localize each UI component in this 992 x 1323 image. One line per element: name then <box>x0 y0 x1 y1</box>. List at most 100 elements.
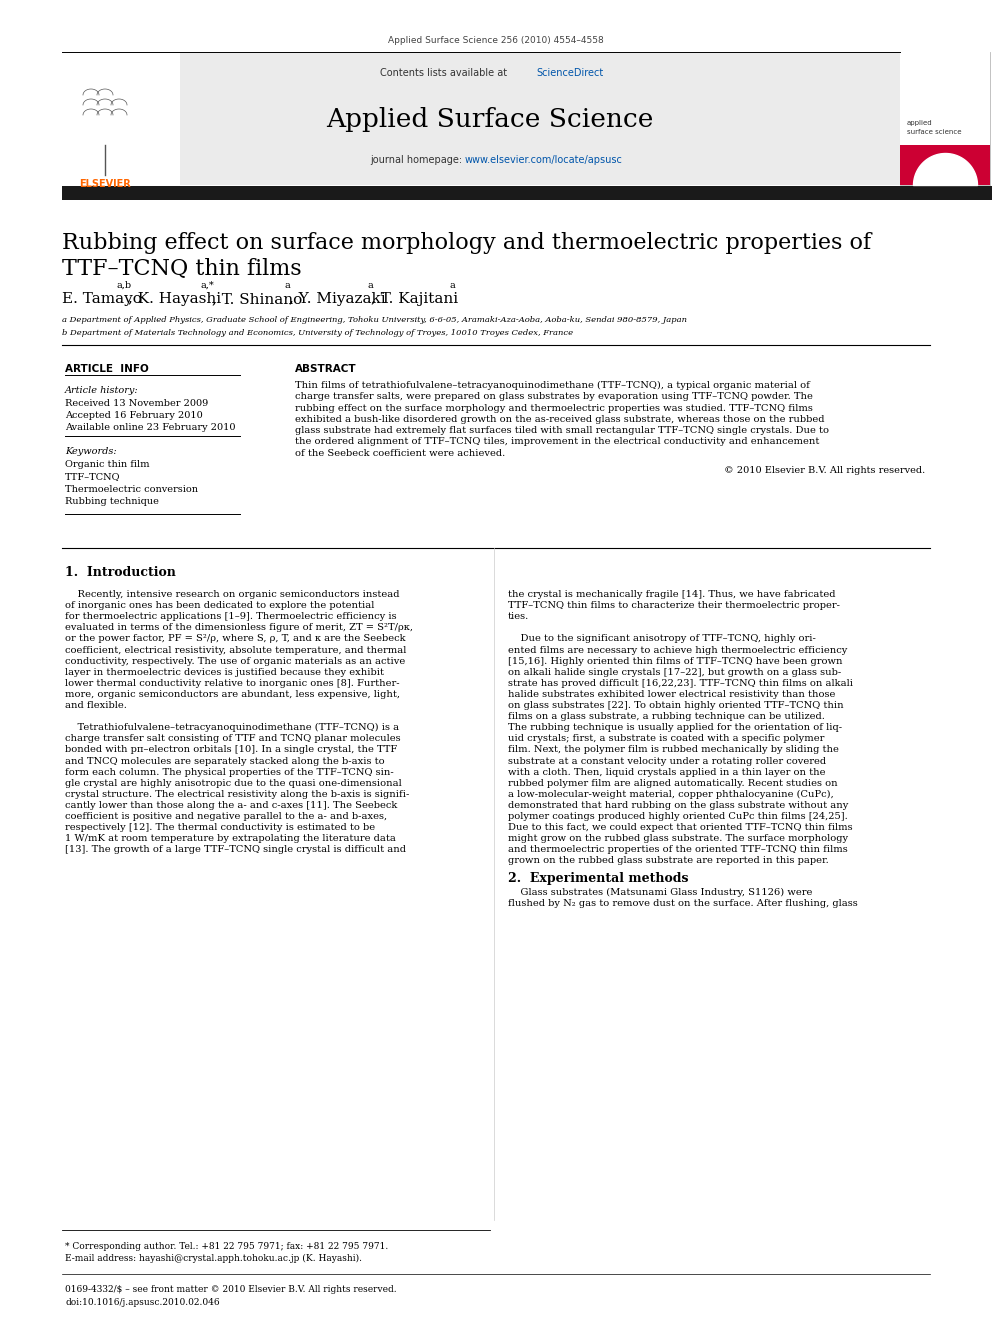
Text: the crystal is mechanically fragile [14]. Thus, we have fabricated: the crystal is mechanically fragile [14]… <box>508 590 835 599</box>
Text: charge transfer salt consisting of TTF and TCNQ planar molecules: charge transfer salt consisting of TTF a… <box>65 734 401 744</box>
Text: Tetrathiofulvalene–tetracyanoquinodimethane (TTF–TCNQ) is a: Tetrathiofulvalene–tetracyanoquinodimeth… <box>65 724 399 733</box>
Text: coefficient is positive and negative parallel to the a- and b-axes,: coefficient is positive and negative par… <box>65 812 387 822</box>
Text: Recently, intensive research on organic semiconductors instead: Recently, intensive research on organic … <box>65 590 400 599</box>
Text: , T. Shinano: , T. Shinano <box>212 292 303 306</box>
Text: films on a glass substrate, a rubbing technique can be utilized.: films on a glass substrate, a rubbing te… <box>508 712 825 721</box>
Text: rubbed polymer film are aligned automatically. Recent studies on: rubbed polymer film are aligned automati… <box>508 779 837 787</box>
Text: doi:10.1016/j.apsusc.2010.02.046: doi:10.1016/j.apsusc.2010.02.046 <box>65 1298 219 1307</box>
Text: Keywords:: Keywords: <box>65 447 117 456</box>
Text: TTF–TCNQ thin films to characterize their thermoelectric proper-: TTF–TCNQ thin films to characterize thei… <box>508 601 840 610</box>
Text: layer in thermoelectric devices is justified because they exhibit: layer in thermoelectric devices is justi… <box>65 668 384 676</box>
Text: and flexible.: and flexible. <box>65 701 127 710</box>
Text: Applied Surface Science: Applied Surface Science <box>326 107 654 132</box>
Text: TTF–TCNQ: TTF–TCNQ <box>65 472 120 482</box>
Text: more, organic semiconductors are abundant, less expensive, light,: more, organic semiconductors are abundan… <box>65 689 400 699</box>
Text: journal homepage:: journal homepage: <box>370 155 465 165</box>
Text: , Y. Miyazaki: , Y. Miyazaki <box>289 292 385 306</box>
Text: the ordered alignment of TTF–TCNQ tiles, improvement in the electrical conductiv: the ordered alignment of TTF–TCNQ tiles,… <box>295 438 819 446</box>
Text: 2.  Experimental methods: 2. Experimental methods <box>508 872 688 885</box>
Bar <box>900 146 990 185</box>
Text: halide substrates exhibited lower electrical resistivity than those: halide substrates exhibited lower electr… <box>508 689 835 699</box>
Text: a low-molecular-weight material, copper phthalocyanine (CuPc),: a low-molecular-weight material, copper … <box>508 790 833 799</box>
Text: gle crystal are highly anisotropic due to the quasi one-dimensional: gle crystal are highly anisotropic due t… <box>65 779 402 787</box>
Text: The rubbing technique is usually applied for the orientation of liq-: The rubbing technique is usually applied… <box>508 724 842 732</box>
Bar <box>62 187 992 200</box>
Text: a: a <box>285 280 291 290</box>
Text: © 2010 Elsevier B.V. All rights reserved.: © 2010 Elsevier B.V. All rights reserved… <box>724 466 925 475</box>
Text: TTF–TCNQ thin films: TTF–TCNQ thin films <box>62 258 302 280</box>
Text: ties.: ties. <box>508 613 530 622</box>
Text: Rubbing effect on surface morphology and thermoelectric properties of: Rubbing effect on surface morphology and… <box>62 232 871 254</box>
Text: 1.  Introduction: 1. Introduction <box>65 566 176 579</box>
Text: a,b: a,b <box>116 280 132 290</box>
Text: E. Tamayo: E. Tamayo <box>62 292 142 306</box>
Text: Thermoelectric conversion: Thermoelectric conversion <box>65 486 198 493</box>
Text: bonded with pπ–electron orbitals [10]. In a single crystal, the TTF: bonded with pπ–electron orbitals [10]. I… <box>65 745 397 754</box>
Text: Applied Surface Science 256 (2010) 4554–4558: Applied Surface Science 256 (2010) 4554–… <box>388 36 604 45</box>
Text: demonstrated that hard rubbing on the glass substrate without any: demonstrated that hard rubbing on the gl… <box>508 800 848 810</box>
Text: www.elsevier.com/locate/apsusc: www.elsevier.com/locate/apsusc <box>465 155 623 165</box>
Text: surface science: surface science <box>907 130 961 135</box>
Text: of the Seebeck coefficient were achieved.: of the Seebeck coefficient were achieved… <box>295 448 505 458</box>
Text: Due to the significant anisotropy of TTF–TCNQ, highly ori-: Due to the significant anisotropy of TTF… <box>508 635 815 643</box>
Text: ented films are necessary to achieve high thermoelectric efficiency: ented films are necessary to achieve hig… <box>508 646 847 655</box>
Text: glass substrate had extremely flat surfaces tiled with small rectangular TTF–TCN: glass substrate had extremely flat surfa… <box>295 426 829 435</box>
Text: coefficient, electrical resistivity, absolute temperature, and thermal: coefficient, electrical resistivity, abs… <box>65 646 407 655</box>
Text: ELSEVIER: ELSEVIER <box>79 179 131 189</box>
Text: a,*: a,* <box>200 280 214 290</box>
Text: film. Next, the polymer film is rubbed mechanically by sliding the: film. Next, the polymer film is rubbed m… <box>508 745 839 754</box>
Text: grown on the rubbed glass substrate are reported in this paper.: grown on the rubbed glass substrate are … <box>508 856 828 865</box>
Text: [15,16]. Highly oriented thin films of TTF–TCNQ have been grown: [15,16]. Highly oriented thin films of T… <box>508 656 842 665</box>
Text: substrate at a constant velocity under a rotating roller covered: substrate at a constant velocity under a… <box>508 757 826 766</box>
Text: Received 13 November 2009: Received 13 November 2009 <box>65 400 208 407</box>
Text: on glass substrates [22]. To obtain highly oriented TTF–TCNQ thin: on glass substrates [22]. To obtain high… <box>508 701 843 710</box>
Text: uid crystals; first, a substrate is coated with a specific polymer: uid crystals; first, a substrate is coat… <box>508 734 824 744</box>
Text: on alkali halide single crystals [17–22], but growth on a glass sub-: on alkali halide single crystals [17–22]… <box>508 668 841 676</box>
Text: Thin films of tetrathiofulvalene–tetracyanoquinodimethane (TTF–TCNQ), a typical : Thin films of tetrathiofulvalene–tetracy… <box>295 381 809 390</box>
Text: * Corresponding author. Tel.: +81 22 795 7971; fax: +81 22 795 7971.: * Corresponding author. Tel.: +81 22 795… <box>65 1242 388 1252</box>
Bar <box>62 52 900 185</box>
Text: ARTICLE  INFO: ARTICLE INFO <box>65 364 149 374</box>
Text: ABSTRACT: ABSTRACT <box>295 364 357 374</box>
Text: exhibited a bush-like disordered growth on the as-received glass substrate, wher: exhibited a bush-like disordered growth … <box>295 415 824 423</box>
Text: or the power factor, PF = S²/ρ, where S, ρ, T, and κ are the Seebeck: or the power factor, PF = S²/ρ, where S,… <box>65 635 406 643</box>
Text: flushed by N₂ gas to remove dust on the surface. After flushing, glass: flushed by N₂ gas to remove dust on the … <box>508 898 858 908</box>
Text: might grow on the rubbed glass substrate. The surface morphology: might grow on the rubbed glass substrate… <box>508 835 848 843</box>
Text: Glass substrates (Matsunami Glass Industry, S1126) were: Glass substrates (Matsunami Glass Indust… <box>508 888 812 897</box>
Text: [13]. The growth of a large TTF–TCNQ single crystal is difficult and: [13]. The growth of a large TTF–TCNQ sin… <box>65 845 406 855</box>
Bar <box>900 52 990 185</box>
Text: 1 W/mK at room temperature by extrapolating the literature data: 1 W/mK at room temperature by extrapolat… <box>65 835 396 843</box>
Text: a: a <box>449 280 455 290</box>
Text: Contents lists available at: Contents lists available at <box>380 67 510 78</box>
Text: a Department of Applied Physics, Graduate School of Engineering, Tohoku Universi: a Department of Applied Physics, Graduat… <box>62 316 687 324</box>
Text: crystal structure. The electrical resistivity along the b-axis is signifi-: crystal structure. The electrical resist… <box>65 790 410 799</box>
Text: 0169-4332/$ – see front matter © 2010 Elsevier B.V. All rights reserved.: 0169-4332/$ – see front matter © 2010 El… <box>65 1285 397 1294</box>
Text: b Department of Materials Technology and Economics, University of Technology of : b Department of Materials Technology and… <box>62 329 573 337</box>
Text: polymer coatings produced highly oriented CuPc thin films [24,25].: polymer coatings produced highly oriente… <box>508 812 848 822</box>
Text: Rubbing technique: Rubbing technique <box>65 497 159 507</box>
Text: rubbing effect on the surface morphology and thermoelectric properties was studi: rubbing effect on the surface morphology… <box>295 404 812 413</box>
Text: respectively [12]. The thermal conductivity is estimated to be: respectively [12]. The thermal conductiv… <box>65 823 375 832</box>
Text: Article history:: Article history: <box>65 386 139 396</box>
Text: and thermoelectric properties of the oriented TTF–TCNQ thin films: and thermoelectric properties of the ori… <box>508 845 848 855</box>
Text: ScienceDirect: ScienceDirect <box>536 67 603 78</box>
Text: Available online 23 February 2010: Available online 23 February 2010 <box>65 423 235 433</box>
Text: cantly lower than those along the a- and c-axes [11]. The Seebeck: cantly lower than those along the a- and… <box>65 800 398 810</box>
Text: with a cloth. Then, liquid crystals applied in a thin layer on the: with a cloth. Then, liquid crystals appl… <box>508 767 825 777</box>
Text: of inorganic ones has been dedicated to explore the potential: of inorganic ones has been dedicated to … <box>65 601 374 610</box>
Text: strate has proved difficult [16,22,23]. TTF–TCNQ thin films on alkali: strate has proved difficult [16,22,23]. … <box>508 679 853 688</box>
Text: , T. Kajitani: , T. Kajitani <box>371 292 458 306</box>
Text: evaluated in terms of the dimensionless figure of merit, ZT = S²T/ρκ,: evaluated in terms of the dimensionless … <box>65 623 413 632</box>
Text: a: a <box>367 280 373 290</box>
Text: E-mail address: hayashi@crystal.apph.tohoku.ac.jp (K. Hayashi).: E-mail address: hayashi@crystal.apph.toh… <box>65 1254 362 1263</box>
Text: and TNCQ molecules are separately stacked along the b-axis to: and TNCQ molecules are separately stacke… <box>65 757 385 766</box>
Text: applied: applied <box>907 120 932 126</box>
Text: Accepted 16 February 2010: Accepted 16 February 2010 <box>65 411 202 419</box>
Text: form each column. The physical properties of the TTF–TCNQ sin-: form each column. The physical propertie… <box>65 767 394 777</box>
Text: lower thermal conductivity relative to inorganic ones [8]. Further-: lower thermal conductivity relative to i… <box>65 679 400 688</box>
Bar <box>62 52 180 185</box>
Text: Organic thin film: Organic thin film <box>65 460 150 468</box>
Text: Due to this fact, we could expect that oriented TTF–TCNQ thin films: Due to this fact, we could expect that o… <box>508 823 853 832</box>
Text: for thermoelectric applications [1–9]. Thermoelectric efficiency is: for thermoelectric applications [1–9]. T… <box>65 613 397 622</box>
Text: charge transfer salts, were prepared on glass substrates by evaporation using TT: charge transfer salts, were prepared on … <box>295 393 812 401</box>
